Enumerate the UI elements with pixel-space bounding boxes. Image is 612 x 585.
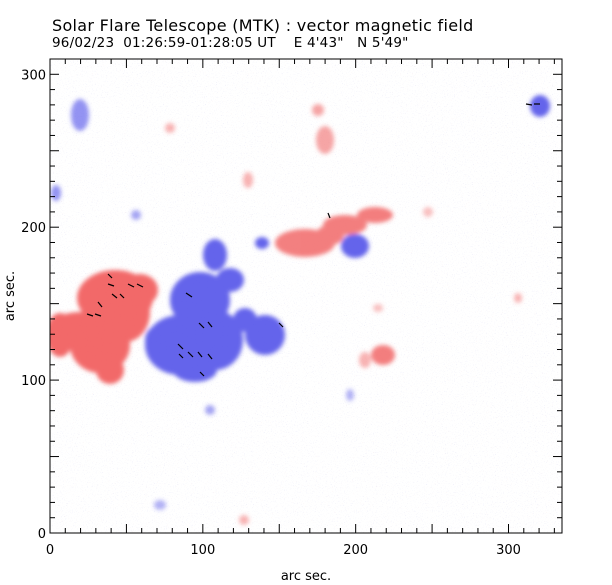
y-tick-label: 200 (21, 221, 46, 236)
axis-ticks (49, 58, 562, 534)
axis-tick-labels: 0 100 200 300 0 100 200 300 (21, 68, 521, 558)
vector-marks (86, 103, 540, 377)
figure-title: Solar Flare Telescope (MTK) : vector mag… (52, 16, 474, 35)
x-tick-label: 100 (190, 543, 215, 558)
x-tick-label: 0 (46, 543, 54, 558)
y-tick-label: 100 (21, 374, 46, 389)
negative-field-region (51, 95, 550, 510)
y-axis-label: arc sec. (3, 271, 18, 321)
x-tick-label: 300 (496, 543, 521, 558)
y-tick-label: 300 (21, 68, 46, 83)
plot-frame (49, 58, 563, 534)
x-axis-label: arc sec. (281, 569, 331, 584)
positive-field-arm (165, 104, 522, 525)
y-tick-label: 0 (38, 527, 46, 542)
magnetogram-image (50, 59, 562, 533)
x-tick-label: 200 (343, 543, 368, 558)
positive-field-region (50, 270, 158, 384)
figure-subtitle: 96/02/23 01:26:59-01:28:05 UT E 4'43" N … (52, 35, 409, 51)
